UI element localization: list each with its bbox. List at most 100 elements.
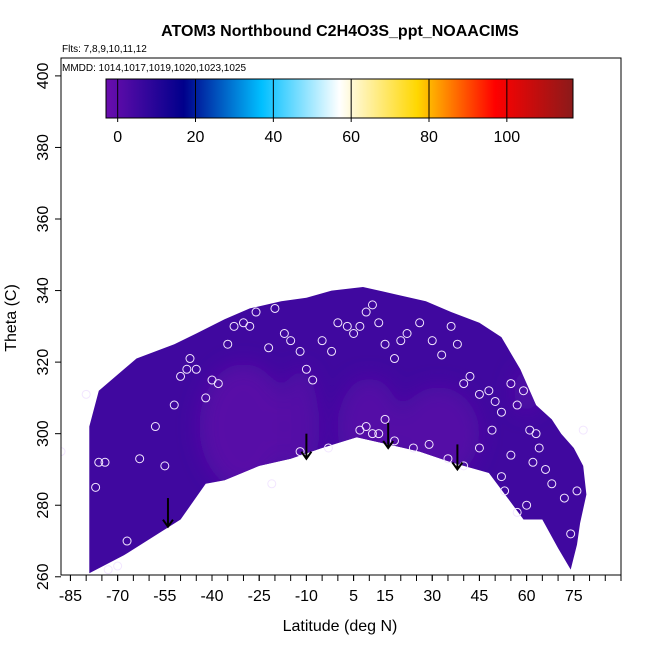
sample-point bbox=[317, 336, 327, 346]
sample-point bbox=[474, 389, 484, 399]
sample-point bbox=[201, 393, 211, 403]
sample-point bbox=[452, 339, 462, 349]
heatmap-field bbox=[89, 287, 587, 574]
sample-point bbox=[245, 321, 255, 331]
sample-point bbox=[506, 450, 516, 460]
sample-point bbox=[578, 425, 588, 435]
sample-point bbox=[323, 443, 333, 453]
sample-point bbox=[122, 536, 132, 546]
colorbar-tick-label: 0 bbox=[113, 129, 122, 146]
sample-point bbox=[484, 386, 494, 396]
sample-point bbox=[169, 400, 179, 410]
sample-point bbox=[176, 371, 186, 381]
sample-point bbox=[349, 328, 359, 338]
x-tick-label: 60 bbox=[518, 588, 536, 605]
arrow-marker bbox=[451, 444, 464, 472]
x-tick-label: 5 bbox=[349, 588, 358, 605]
sample-point bbox=[374, 429, 384, 439]
low-value-region bbox=[397, 387, 480, 481]
low-value-region bbox=[514, 369, 540, 413]
colorbar: 0 20 40 60 80 100 bbox=[105, 78, 574, 146]
sample-point bbox=[355, 321, 365, 331]
sample-point bbox=[308, 375, 318, 385]
sample-point bbox=[229, 321, 239, 331]
x-tick-label: -85 bbox=[59, 588, 82, 605]
mmdd-note: MMDD: 1014,1017,1019,1020,1023,1025 bbox=[62, 63, 246, 74]
sample-point bbox=[264, 343, 274, 353]
y-tick-label: 360 bbox=[35, 206, 52, 233]
sample-point bbox=[474, 443, 484, 453]
sample-point bbox=[415, 318, 425, 328]
sample-point bbox=[402, 328, 412, 338]
sample-point bbox=[496, 472, 506, 482]
arrow-marker bbox=[300, 433, 313, 461]
sample-point bbox=[91, 482, 101, 492]
sample-point bbox=[279, 328, 289, 338]
sample-point bbox=[408, 443, 418, 453]
low-value-region bbox=[281, 369, 319, 484]
sample-point bbox=[100, 457, 110, 467]
sample-point bbox=[374, 318, 384, 328]
sample-point bbox=[540, 464, 550, 474]
measurement-arrows bbox=[162, 422, 464, 529]
sample-point bbox=[367, 300, 377, 310]
sample-point bbox=[301, 364, 311, 374]
arrow-marker bbox=[382, 422, 395, 450]
x-tick-label: 75 bbox=[565, 588, 583, 605]
sample-point bbox=[496, 407, 506, 417]
sample-point bbox=[380, 339, 390, 349]
x-tick-label: 30 bbox=[423, 588, 441, 605]
x-tick-label: 45 bbox=[471, 588, 489, 605]
x-axis-title: Latitude (deg N) bbox=[283, 618, 398, 635]
sample-point bbox=[182, 364, 192, 374]
colorbar-tick-label: 60 bbox=[342, 129, 360, 146]
colorbar-tick-label: 40 bbox=[264, 129, 282, 146]
sample-point bbox=[81, 389, 91, 399]
sample-point bbox=[270, 303, 280, 313]
x-axis: -85 -70 -55 -40 -25 -10 5 15 30 45 60 75 bbox=[59, 575, 622, 605]
sample-point bbox=[531, 429, 541, 439]
sample-point bbox=[361, 307, 371, 317]
arrow-marker bbox=[162, 498, 174, 529]
sample-point bbox=[396, 336, 406, 346]
sample-point bbox=[566, 529, 576, 539]
sample-point bbox=[547, 479, 557, 489]
sample-point bbox=[295, 346, 305, 356]
sample-point bbox=[559, 493, 569, 503]
sample-point bbox=[534, 443, 544, 453]
sample-point bbox=[518, 386, 528, 396]
x-tick-label: -10 bbox=[295, 588, 318, 605]
sample-point bbox=[94, 457, 104, 467]
y-tick-label: 280 bbox=[35, 492, 52, 519]
y-tick-label: 400 bbox=[35, 62, 52, 89]
sample-point bbox=[522, 500, 532, 510]
colorbar-tick-label: 20 bbox=[187, 129, 205, 146]
sample-point bbox=[572, 486, 582, 496]
sample-point bbox=[506, 379, 516, 389]
colorbar-tick-label: 80 bbox=[420, 129, 438, 146]
sample-point bbox=[361, 422, 371, 432]
sample-point bbox=[342, 321, 352, 331]
sample-point bbox=[191, 364, 201, 374]
sample-point bbox=[512, 507, 522, 517]
plot-frame bbox=[60, 57, 622, 576]
sample-point bbox=[113, 561, 123, 571]
y-tick-label: 340 bbox=[35, 277, 52, 304]
y-axis: 260 280 300 320 340 360 380 400 bbox=[35, 62, 61, 590]
sample-point bbox=[213, 379, 223, 389]
y-tick-label: 380 bbox=[35, 134, 52, 161]
sample-point bbox=[135, 454, 145, 464]
sample-point bbox=[61, 447, 66, 457]
sample-point bbox=[333, 318, 343, 328]
colorbar-tick-label: 100 bbox=[493, 129, 520, 146]
sample-point bbox=[150, 422, 160, 432]
sample-point bbox=[185, 354, 195, 364]
sample-point bbox=[443, 454, 453, 464]
y-tick-label: 260 bbox=[35, 563, 52, 590]
sample-point bbox=[427, 336, 437, 346]
sample-point bbox=[446, 321, 456, 331]
x-tick-label: 15 bbox=[376, 588, 394, 605]
colorbar-gradient bbox=[105, 78, 574, 119]
sample-point bbox=[459, 379, 469, 389]
